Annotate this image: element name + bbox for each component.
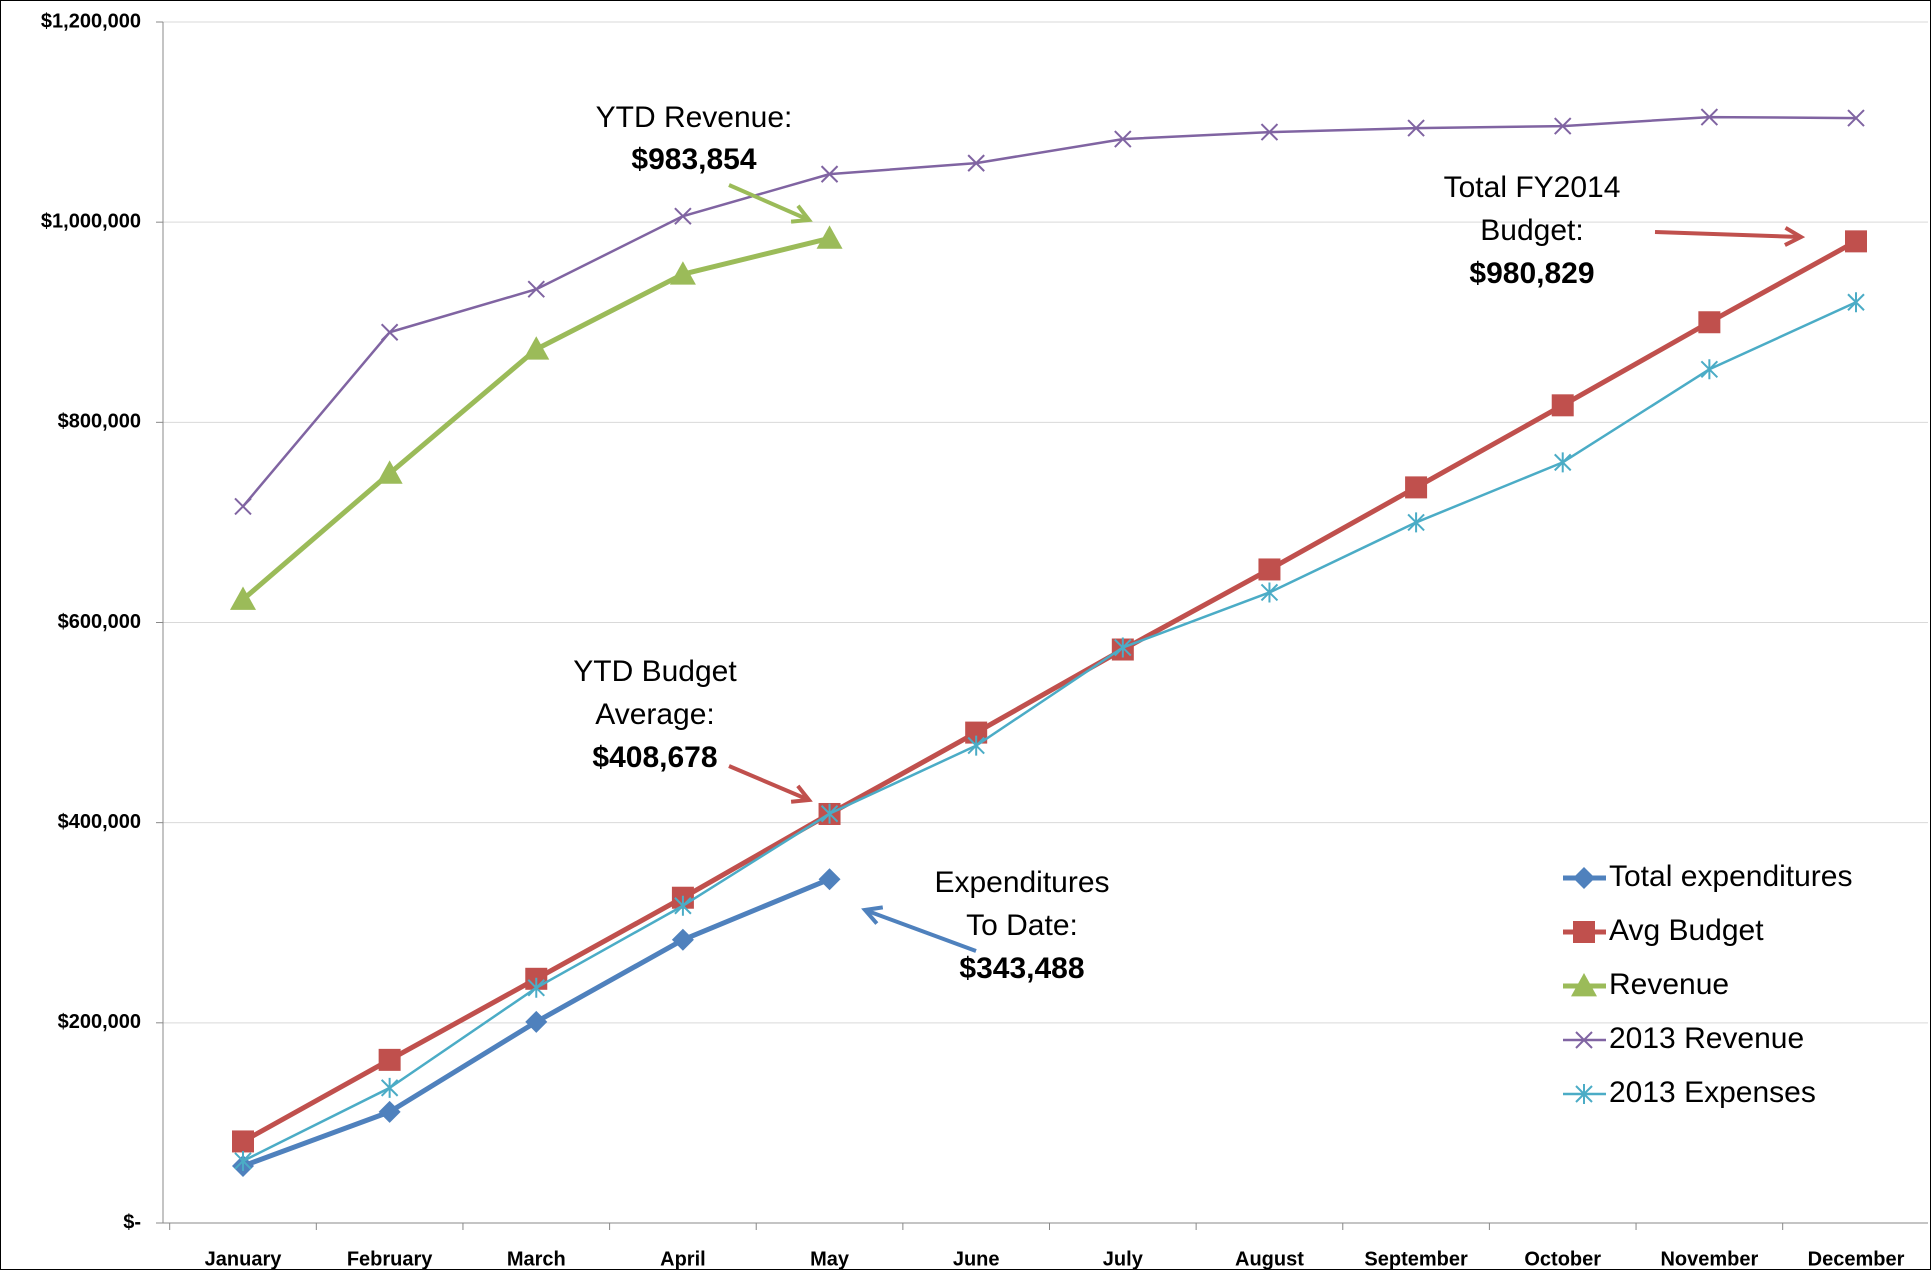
marker (965, 721, 988, 744)
marker (1551, 394, 1574, 417)
marker (816, 225, 843, 249)
annotation-arrow (1654, 230, 1802, 239)
marker (1573, 867, 1595, 889)
marker (671, 928, 694, 951)
marker (234, 1150, 252, 1171)
legend-label: Avg Budget (1609, 914, 1764, 947)
x-tick-label: July (1103, 1248, 1144, 1270)
marker (1260, 123, 1279, 141)
legend-label: Revenue (1609, 968, 1729, 1001)
marker (1258, 558, 1281, 581)
marker (523, 336, 550, 360)
y-tick-label: $- (123, 1211, 141, 1233)
y-tick-label: $1,200,000 (41, 10, 141, 32)
marker (669, 261, 696, 285)
annotation-text: $408,678 (592, 741, 717, 774)
y-tick-label: $800,000 (58, 411, 141, 433)
marker (1700, 359, 1719, 380)
marker (230, 586, 256, 610)
arrow-head (1784, 226, 1806, 247)
x-tick-label: January (205, 1248, 283, 1270)
arrow-head (790, 204, 813, 224)
y-tick-label: $600,000 (58, 611, 141, 633)
marker (674, 207, 692, 225)
y-tick-label: $200,000 (58, 1011, 141, 1033)
marker (1573, 921, 1595, 943)
marker (818, 868, 841, 891)
series-line (241, 235, 831, 602)
marker (1575, 1031, 1593, 1049)
marker (525, 1010, 548, 1033)
marker (234, 497, 252, 516)
marker (378, 1048, 401, 1071)
arrow-head (861, 905, 884, 925)
series-line (241, 239, 1858, 1144)
legend-label: Total expenditures (1609, 860, 1853, 893)
marker (1260, 582, 1279, 603)
annotation-text: Budget: (1480, 214, 1583, 247)
marker (378, 1100, 401, 1123)
annotation-arrow (864, 908, 977, 953)
marker (820, 803, 839, 824)
x-tick-label: August (1235, 1248, 1304, 1270)
marker (380, 1077, 399, 1098)
marker (1554, 452, 1572, 473)
marker (376, 460, 403, 484)
annotation-text: $980,829 (1469, 257, 1594, 290)
marker (1845, 230, 1867, 253)
marker (967, 735, 985, 756)
arrow-head (790, 784, 813, 804)
marker (1114, 637, 1132, 658)
x-tick-label: October (1524, 1248, 1601, 1270)
legend-label: 2013 Expenses (1609, 1076, 1816, 1109)
marker (1407, 512, 1425, 533)
marker (527, 977, 545, 998)
annotation-text: Expenditures (934, 866, 1109, 899)
x-tick-label: April (660, 1248, 706, 1270)
annotation-text: Total FY2014 (1444, 171, 1621, 204)
annotation-text: YTD Budget (573, 655, 737, 688)
annotation-text: $983,854 (631, 143, 756, 176)
series-line (242, 301, 1857, 1163)
marker (1847, 292, 1865, 313)
annotation-arrow (728, 183, 810, 222)
marker (1698, 311, 1721, 334)
marker (1554, 117, 1572, 135)
marker (527, 280, 545, 298)
legend-label: 2013 Revenue (1609, 1022, 1804, 1055)
x-tick-label: June (953, 1248, 1000, 1270)
annotation-arrow (728, 764, 810, 802)
marker (1571, 973, 1597, 997)
x-tick-label: December (1808, 1248, 1905, 1270)
marker (820, 165, 839, 183)
marker (674, 895, 692, 916)
series-line (242, 115, 1857, 508)
marker (1575, 1084, 1593, 1104)
marker (1847, 109, 1865, 127)
marker (1700, 108, 1719, 126)
marker (1407, 119, 1425, 137)
x-tick-label: March (507, 1248, 566, 1270)
y-tick-label: $400,000 (58, 811, 141, 833)
marker (1405, 476, 1428, 499)
x-tick-label: September (1364, 1248, 1468, 1270)
marker (232, 1130, 254, 1153)
x-tick-label: February (347, 1248, 433, 1270)
y-tick-label: $1,000,000 (41, 210, 141, 232)
annotation-text: YTD Revenue: (596, 101, 793, 134)
annotation-text: To Date: (966, 909, 1078, 942)
marker (1114, 130, 1132, 148)
annotation-text: Average: (595, 698, 715, 731)
x-tick-label: November (1660, 1248, 1758, 1270)
marker (380, 323, 399, 341)
marker (967, 154, 985, 172)
annotation-text: $343,488 (959, 952, 1084, 985)
x-tick-label: May (810, 1248, 850, 1270)
